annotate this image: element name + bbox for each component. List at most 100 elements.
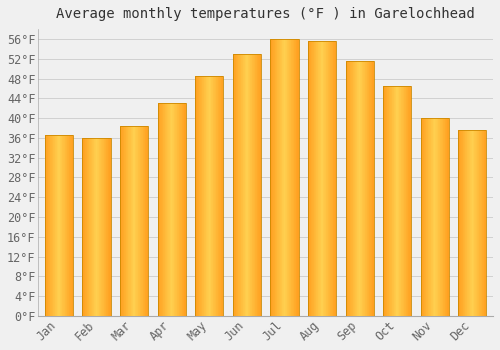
Bar [350, 61, 351, 316]
Bar [82, 138, 83, 316]
Bar [195, 76, 224, 316]
Bar [56, 135, 57, 316]
Bar [407, 86, 408, 316]
Bar [293, 39, 294, 316]
Bar [366, 61, 368, 316]
Bar [83, 138, 84, 316]
Bar [136, 126, 137, 316]
Bar [207, 76, 208, 316]
Bar [444, 118, 446, 316]
Bar [476, 131, 478, 316]
Bar [390, 86, 391, 316]
Bar [238, 54, 239, 316]
Bar [200, 76, 201, 316]
Bar [147, 126, 148, 316]
Bar [92, 138, 93, 316]
Bar [276, 39, 278, 316]
Bar [141, 126, 142, 316]
Bar [385, 86, 386, 316]
Bar [400, 86, 402, 316]
Bar [291, 39, 292, 316]
Bar [331, 41, 332, 316]
Bar [234, 54, 235, 316]
Bar [130, 126, 132, 316]
Bar [442, 118, 443, 316]
Bar [318, 41, 319, 316]
Bar [362, 61, 363, 316]
Bar [474, 131, 475, 316]
Bar [246, 54, 247, 316]
Bar [274, 39, 276, 316]
Bar [427, 118, 428, 316]
Bar [316, 41, 317, 316]
Bar [201, 76, 202, 316]
Bar [63, 135, 64, 316]
Bar [249, 54, 250, 316]
Bar [468, 131, 469, 316]
Bar [253, 54, 254, 316]
Bar [195, 76, 196, 316]
Bar [168, 103, 169, 316]
Bar [202, 76, 203, 316]
Bar [64, 135, 65, 316]
Bar [393, 86, 394, 316]
Bar [247, 54, 248, 316]
Bar [185, 103, 186, 316]
Bar [410, 86, 412, 316]
Bar [122, 126, 123, 316]
Bar [161, 103, 162, 316]
Bar [429, 118, 430, 316]
Bar [403, 86, 404, 316]
Bar [460, 131, 461, 316]
Bar [391, 86, 392, 316]
Bar [458, 131, 486, 316]
Bar [279, 39, 280, 316]
Bar [447, 118, 448, 316]
Bar [422, 118, 423, 316]
Bar [158, 103, 159, 316]
Bar [171, 103, 172, 316]
Bar [432, 118, 434, 316]
Bar [72, 135, 73, 316]
Bar [283, 39, 284, 316]
Bar [98, 138, 100, 316]
Bar [184, 103, 185, 316]
Bar [405, 86, 406, 316]
Bar [96, 138, 97, 316]
Bar [70, 135, 71, 316]
Bar [347, 61, 348, 316]
Bar [470, 131, 471, 316]
Bar [139, 126, 140, 316]
Bar [240, 54, 241, 316]
Bar [216, 76, 217, 316]
Bar [232, 54, 261, 316]
Bar [218, 76, 219, 316]
Bar [48, 135, 49, 316]
Bar [107, 138, 108, 316]
Bar [126, 126, 127, 316]
Bar [319, 41, 320, 316]
Bar [125, 126, 126, 316]
Bar [475, 131, 476, 316]
Bar [464, 131, 466, 316]
Bar [123, 126, 124, 316]
Bar [286, 39, 288, 316]
Bar [372, 61, 373, 316]
Bar [346, 61, 374, 316]
Bar [127, 126, 128, 316]
Bar [88, 138, 90, 316]
Bar [86, 138, 88, 316]
Bar [176, 103, 178, 316]
Bar [108, 138, 109, 316]
Bar [439, 118, 440, 316]
Bar [217, 76, 218, 316]
Bar [160, 103, 161, 316]
Bar [295, 39, 296, 316]
Bar [270, 39, 298, 316]
Bar [132, 126, 134, 316]
Bar [137, 126, 138, 316]
Bar [351, 61, 352, 316]
Bar [120, 126, 148, 316]
Bar [436, 118, 437, 316]
Bar [361, 61, 362, 316]
